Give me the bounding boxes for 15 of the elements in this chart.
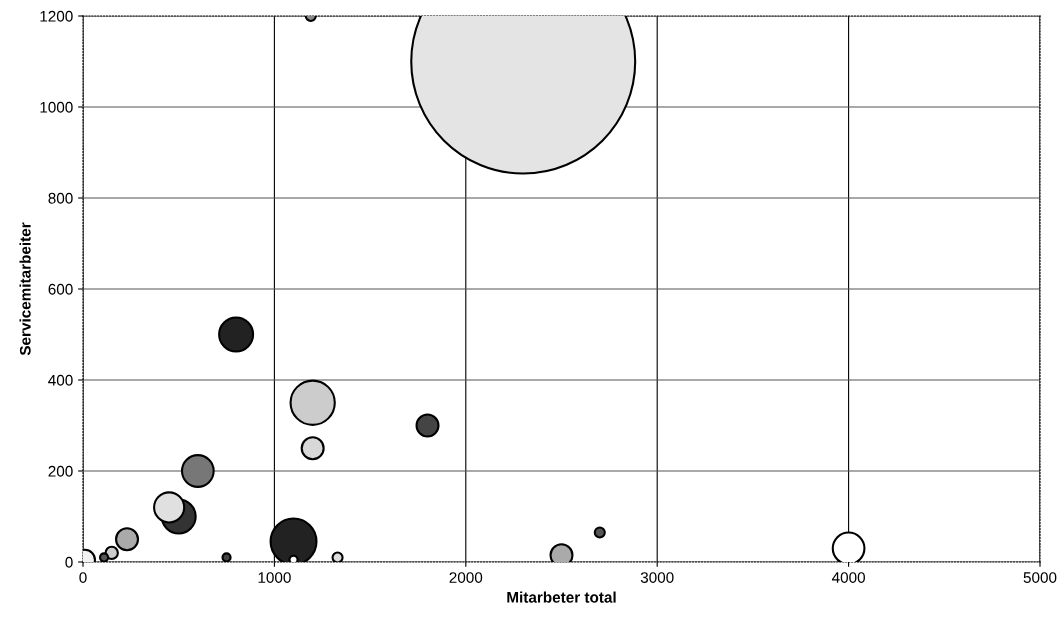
x-tick-label: 1000 (258, 572, 291, 583)
y-axis-title: Servicemitarbeiter (19, 222, 31, 356)
y-tick-label: 600 (48, 283, 73, 295)
y-tick-label: 400 (48, 374, 73, 386)
x-tick-label: 5000 (1023, 572, 1057, 583)
y-tick-label: 1200 (40, 10, 73, 22)
y-tick-label: 1000 (40, 101, 73, 113)
y-tick-label: 800 (48, 192, 73, 204)
x-axis-title: Mitarbeter total (507, 591, 616, 603)
x-tick-label: 2000 (449, 572, 483, 583)
y-tick-label: 0 (65, 556, 73, 568)
x-tick-label: 0 (79, 572, 87, 583)
y-tick-label: 200 (48, 465, 73, 477)
x-tick-label: 3000 (640, 572, 674, 583)
x-tick-label: 4000 (831, 572, 865, 583)
